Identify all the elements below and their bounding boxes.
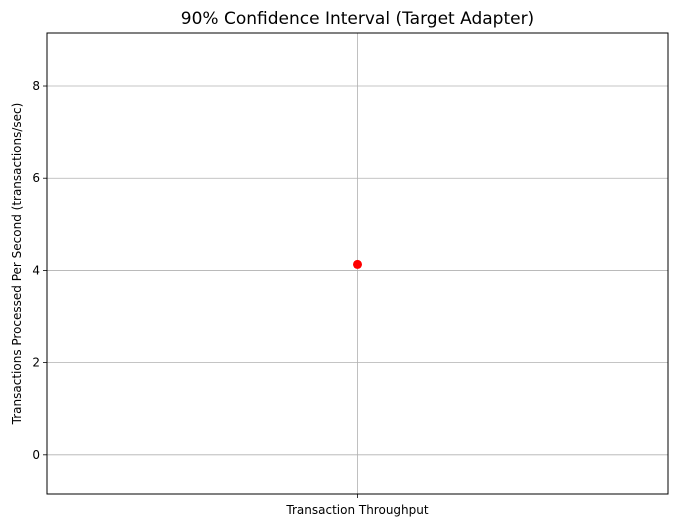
y-tick-label: 4: [32, 263, 40, 277]
y-tick-label: 0: [32, 448, 40, 462]
y-axis: 0 2 4 6 8: [32, 79, 47, 462]
data-point: [353, 259, 362, 269]
data-marks: [353, 259, 362, 269]
x-axis: Transaction Throughput: [285, 494, 429, 517]
y-tick-label: 6: [32, 171, 40, 185]
y-tick-label: 2: [32, 356, 40, 370]
plot-area: [46, 32, 669, 495]
chart-title: 90% Confidence Interval (Target Adapter): [181, 9, 534, 29]
x-tick-label: Transaction Throughput: [285, 503, 428, 517]
grid: [47, 33, 668, 494]
y-axis-label: Transactions Processed Per Second (trans…: [10, 103, 24, 426]
y-tick-label: 8: [32, 79, 40, 93]
